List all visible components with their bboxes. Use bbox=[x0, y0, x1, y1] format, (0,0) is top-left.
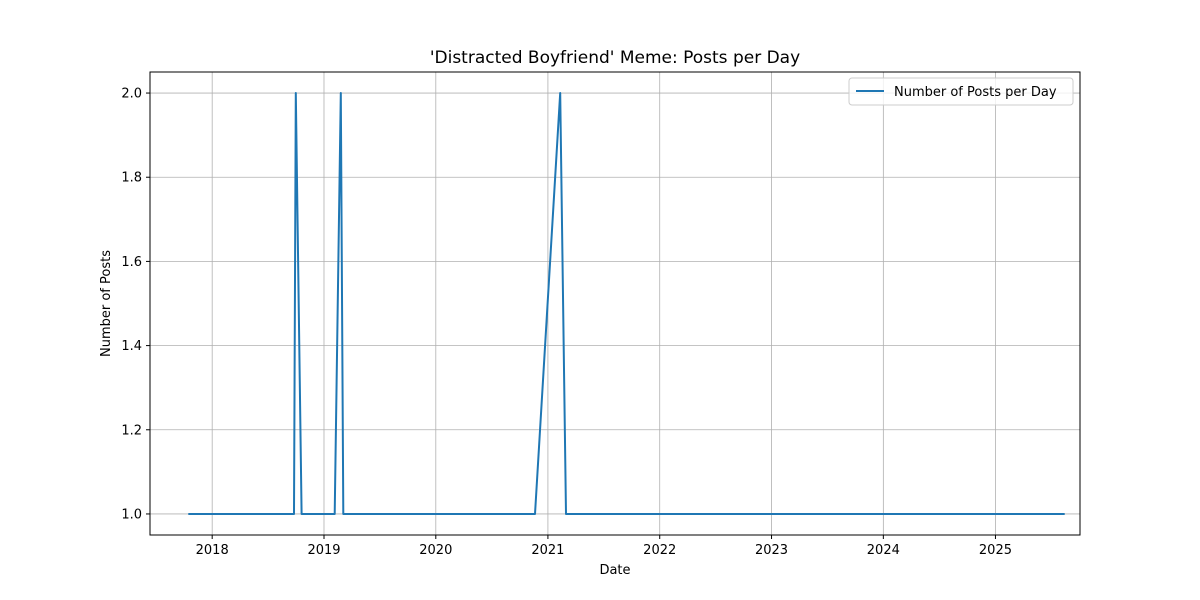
x-tick-label: 2021 bbox=[531, 543, 564, 558]
series-layer bbox=[188, 92, 1065, 515]
x-axis-title: Date bbox=[599, 563, 630, 578]
legend: Number of Posts per Day bbox=[848, 77, 1074, 106]
y-axis-title: Number of Posts bbox=[99, 250, 114, 357]
x-tick-label: 2020 bbox=[419, 543, 452, 558]
y-tick-label: 2.0 bbox=[121, 87, 142, 102]
legend-box bbox=[848, 77, 1074, 106]
y-tick-label: 1.0 bbox=[121, 507, 142, 522]
x-tick-label: 2018 bbox=[196, 543, 229, 558]
x-axis: 2018 2019 2020 2021 2022 2023 2024 2025 bbox=[196, 535, 1012, 558]
x-tick-label: 2022 bbox=[643, 543, 676, 558]
y-axis: 1.0 1.2 1.4 1.6 1.8 2.0 bbox=[121, 87, 150, 522]
plot-frame bbox=[149, 71, 1081, 536]
y-tick-label: 1.2 bbox=[121, 423, 142, 438]
y-tick-label: 1.4 bbox=[121, 339, 142, 354]
x-tick-label: 2024 bbox=[867, 543, 900, 558]
series-line bbox=[188, 92, 1065, 515]
y-tick-label: 1.6 bbox=[121, 255, 142, 270]
chart-title: 'Distracted Boyfriend' Meme: Posts per D… bbox=[430, 48, 800, 68]
x-tick-label: 2025 bbox=[979, 543, 1012, 558]
legend-label: Number of Posts per Day bbox=[894, 85, 1057, 100]
x-tick-label: 2019 bbox=[307, 543, 340, 558]
y-tick-label: 1.8 bbox=[121, 171, 142, 186]
x-tick-label: 2023 bbox=[755, 543, 788, 558]
